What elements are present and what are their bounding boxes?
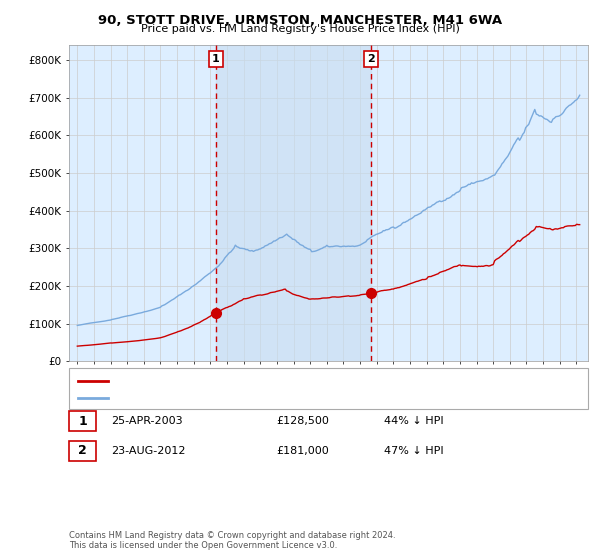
Text: £181,000: £181,000 [276, 446, 329, 456]
Text: 25-APR-2003: 25-APR-2003 [111, 416, 182, 426]
Text: 44% ↓ HPI: 44% ↓ HPI [384, 416, 443, 426]
Text: Price paid vs. HM Land Registry's House Price Index (HPI): Price paid vs. HM Land Registry's House … [140, 24, 460, 34]
Text: 90, STOTT DRIVE, URMSTON, MANCHESTER, M41 6WA: 90, STOTT DRIVE, URMSTON, MANCHESTER, M4… [98, 14, 502, 27]
Text: £128,500: £128,500 [276, 416, 329, 426]
Text: HPI: Average price, detached house, Trafford: HPI: Average price, detached house, Traf… [115, 393, 333, 403]
Text: 1: 1 [78, 414, 87, 428]
Text: 1: 1 [212, 54, 220, 64]
Text: 2: 2 [367, 54, 375, 64]
Bar [216, 45, 371, 361]
Text: 90, STOTT DRIVE, URMSTON, MANCHESTER, M41 6WA (detached house): 90, STOTT DRIVE, URMSTON, MANCHESTER, M4… [115, 376, 469, 386]
Text: Contains HM Land Registry data © Crown copyright and database right 2024.
This d: Contains HM Land Registry data © Crown c… [69, 530, 395, 550]
Text: 47% ↓ HPI: 47% ↓ HPI [384, 446, 443, 456]
Text: 23-AUG-2012: 23-AUG-2012 [111, 446, 185, 456]
Text: 2: 2 [78, 444, 87, 458]
